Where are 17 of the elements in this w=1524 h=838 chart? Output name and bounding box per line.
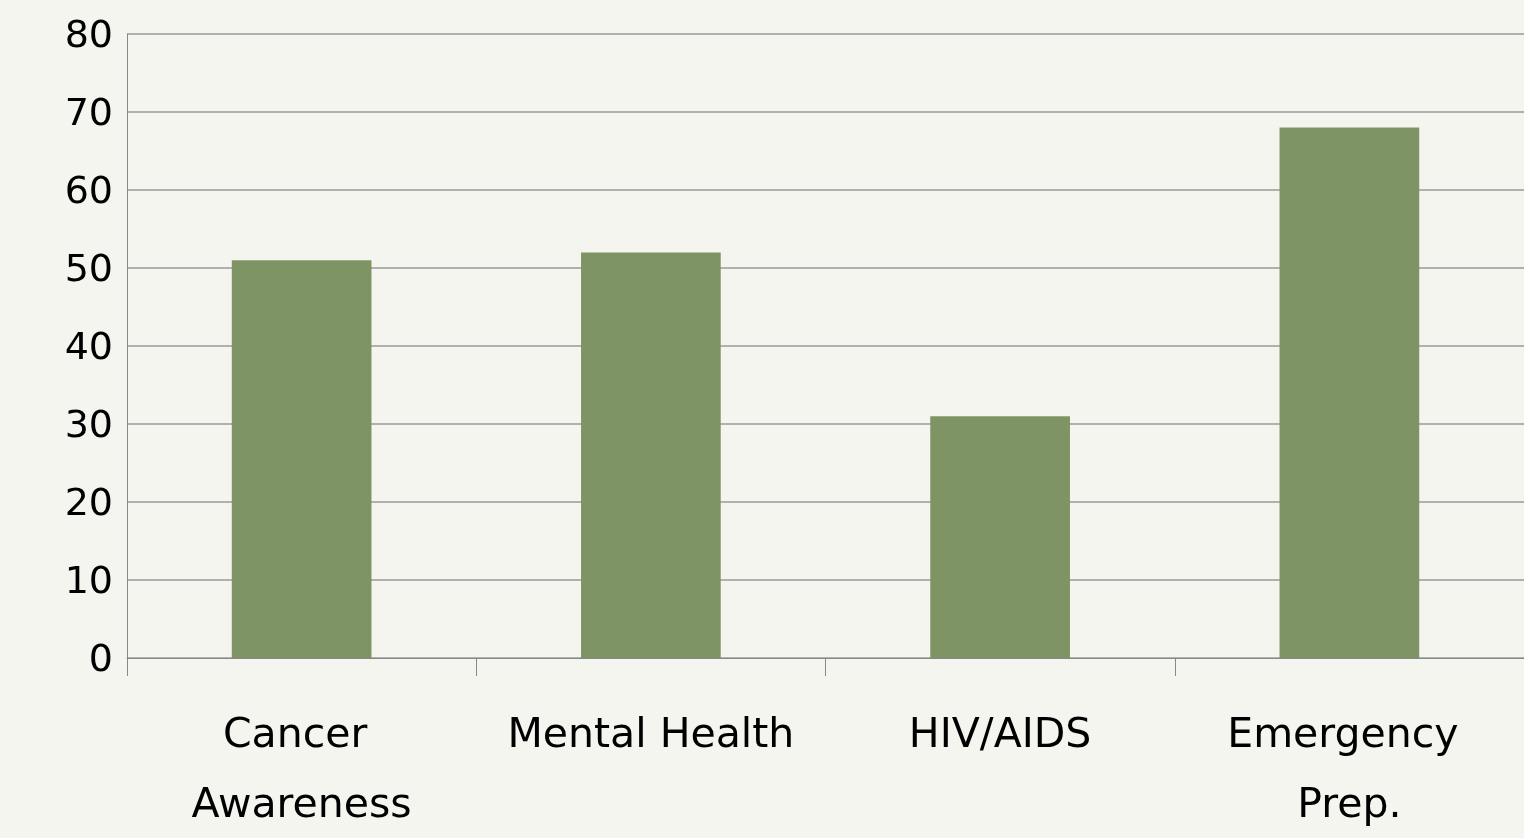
- x-tick-label: Cancer Awareness: [191, 709, 412, 827]
- y-tick-label: 80: [64, 12, 113, 56]
- y-tick-label: 40: [64, 324, 113, 368]
- y-tick-label: 0: [88, 636, 113, 680]
- bar: [581, 252, 721, 658]
- y-tick-label: 30: [64, 402, 113, 446]
- bar: [930, 416, 1070, 658]
- bar: [231, 260, 372, 658]
- x-tick-label: HIV/AIDS: [908, 709, 1092, 757]
- y-tick-label: 20: [64, 480, 113, 524]
- y-tick-label: 10: [64, 558, 113, 602]
- x-tick-label: Emergency Prep.: [1227, 709, 1472, 827]
- bar: [1279, 127, 1420, 658]
- y-tick-label: 50: [64, 246, 113, 290]
- y-tick-label: 70: [64, 90, 113, 134]
- y-tick-label: 60: [64, 168, 113, 212]
- x-tick-label: Mental Health: [507, 709, 795, 757]
